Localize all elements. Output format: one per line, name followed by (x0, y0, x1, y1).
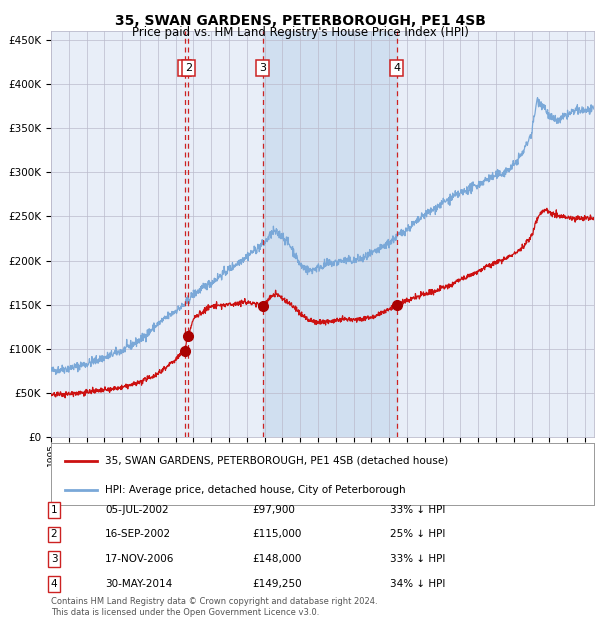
Text: 1: 1 (181, 63, 188, 73)
Text: 33% ↓ HPI: 33% ↓ HPI (390, 505, 445, 515)
Text: 1: 1 (50, 505, 58, 515)
Text: 2: 2 (185, 63, 192, 73)
Text: 4: 4 (393, 63, 400, 73)
Text: 35, SWAN GARDENS, PETERBOROUGH, PE1 4SB (detached house): 35, SWAN GARDENS, PETERBOROUGH, PE1 4SB … (106, 456, 449, 466)
Text: Price paid vs. HM Land Registry's House Price Index (HPI): Price paid vs. HM Land Registry's House … (131, 26, 469, 39)
Text: 4: 4 (50, 579, 58, 589)
Text: 35, SWAN GARDENS, PETERBOROUGH, PE1 4SB: 35, SWAN GARDENS, PETERBOROUGH, PE1 4SB (115, 14, 485, 28)
Text: £149,250: £149,250 (252, 579, 302, 589)
Text: £148,000: £148,000 (252, 554, 301, 564)
Text: 2: 2 (50, 529, 58, 539)
Text: 3: 3 (50, 554, 58, 564)
Text: 30-MAY-2014: 30-MAY-2014 (105, 579, 172, 589)
Text: 33% ↓ HPI: 33% ↓ HPI (390, 554, 445, 564)
Text: 16-SEP-2002: 16-SEP-2002 (105, 529, 171, 539)
Bar (263, 31, 397, 437)
Text: 17-NOV-2006: 17-NOV-2006 (105, 554, 175, 564)
Text: 34% ↓ HPI: 34% ↓ HPI (390, 579, 445, 589)
Text: HPI: Average price, detached house, City of Peterborough: HPI: Average price, detached house, City… (106, 485, 406, 495)
Text: Contains HM Land Registry data © Crown copyright and database right 2024.
This d: Contains HM Land Registry data © Crown c… (51, 598, 377, 617)
Text: 05-JUL-2002: 05-JUL-2002 (105, 505, 169, 515)
Text: £115,000: £115,000 (252, 529, 301, 539)
Text: £97,900: £97,900 (252, 505, 295, 515)
Text: 25% ↓ HPI: 25% ↓ HPI (390, 529, 445, 539)
Text: 3: 3 (259, 63, 266, 73)
